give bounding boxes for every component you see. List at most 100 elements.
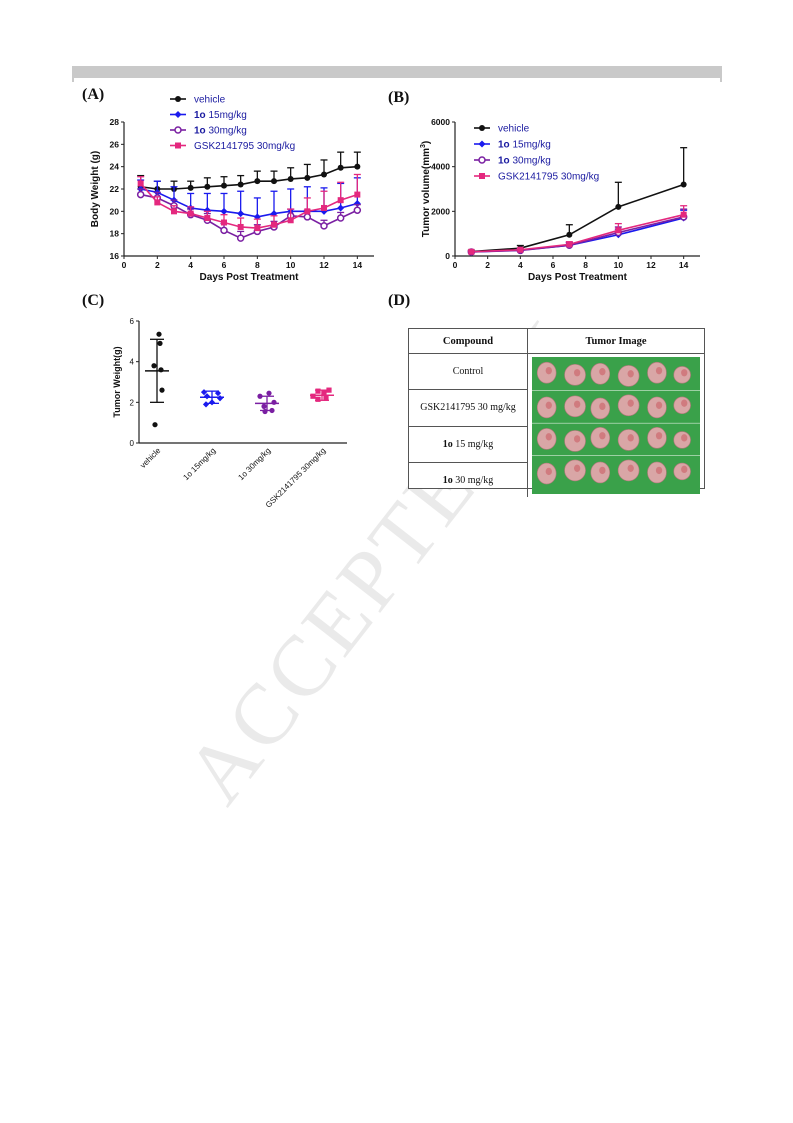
- tumor-highlight: [599, 432, 606, 440]
- chart-a-data-point: [271, 221, 277, 228]
- chart-a-data-point: [353, 206, 362, 214]
- top-bar-underline: [72, 78, 722, 82]
- chart-b-y-axis-label-text: Tumor volume(mm: [421, 148, 432, 237]
- chart-a-x-tick-label: 6: [222, 260, 227, 270]
- chart-c-y-tick-label: 2: [130, 398, 135, 407]
- chart-a-data-point: [303, 213, 312, 221]
- chart-a-data-point: [237, 181, 244, 188]
- table-row: Control: [409, 353, 704, 495]
- chart-a-series-0: [137, 151, 361, 192]
- chart-a-data-point: [220, 226, 228, 235]
- chart-a-data-point: [320, 222, 328, 230]
- panel-label-c: (C): [82, 292, 105, 309]
- chart-c-data-point: [157, 340, 163, 346]
- chart-a-data-point: [254, 225, 261, 232]
- chart-a-y-axis-label: Body Weight (g): [90, 151, 101, 227]
- chart-a-y-tick-label: 16: [110, 251, 120, 261]
- chart-a-data-point: [304, 208, 311, 215]
- chart-b-data-point: [517, 246, 524, 253]
- table-row: 1o 30 mg/kg: [409, 462, 704, 498]
- tumor-photo-svg: [532, 361, 700, 485]
- compound-text: 15 mg/kg: [452, 438, 494, 450]
- chart-b-data-point: [468, 248, 475, 255]
- chart-b-y-tick-label: 2000: [431, 206, 450, 216]
- chart-a-series-3: [137, 173, 361, 232]
- chart-a-x-axis-label: Days Post Treatment: [200, 272, 300, 283]
- tumor-highlight: [574, 369, 581, 377]
- chart-b-x-tick-label: 12: [646, 260, 656, 270]
- chart-a-y-tick-label: 18: [110, 229, 120, 239]
- compound-cell: Control: [409, 353, 528, 391]
- chart-a-legend-label-3: GSK2141795 30mg/kg: [194, 141, 295, 152]
- panel-label-a: (A): [82, 86, 105, 103]
- chart-b-x-axis-label: Days Post Treatment: [528, 272, 628, 283]
- tumor-highlight: [599, 466, 606, 475]
- tumor-highlight: [681, 399, 688, 407]
- chart-c-group-3: [310, 387, 334, 402]
- tumor-photo: [532, 357, 700, 495]
- chart-a-data-point: [337, 197, 344, 204]
- chart-b-y-tick-label: 6000: [431, 117, 450, 127]
- chart-b-y-axis-label: Tumor volume(mm3): [420, 141, 432, 238]
- chart-b-legend-marker: [478, 156, 486, 164]
- chart-a-y-tick-label: 28: [110, 117, 120, 127]
- chart-b-data-point: [566, 231, 573, 238]
- chart-c-data-point: [151, 363, 157, 369]
- chart-c-data-point: [152, 422, 158, 428]
- chart-c-category-label: GSK2141795 30mg/kg: [264, 446, 328, 510]
- chart-a-data-point: [321, 171, 327, 178]
- compound-text: GSK2141795 30 mg/kg: [420, 402, 516, 414]
- tumor-highlight: [655, 466, 663, 475]
- chart-b-data-point: [615, 203, 622, 210]
- tumor-highlight: [627, 399, 634, 407]
- chart-a-data-point: [221, 219, 227, 226]
- tumor-highlight: [627, 434, 634, 442]
- chart-a-legend-label-2-text: 30mg/kg: [206, 126, 247, 137]
- top-gray-bar: [72, 66, 722, 78]
- chart-a-legend-label-0: vehicle: [194, 95, 226, 106]
- compound-cell: 1o 15 mg/kg: [409, 426, 528, 463]
- chart-b-legend-label-1: 1o 15mg/kg: [498, 140, 551, 151]
- chart-b-legend-label-3: GSK2141795 30mg/kg: [498, 172, 599, 183]
- chart-b-data-point: [680, 211, 687, 218]
- chart-b-legend-label-2-bold: 1o: [498, 156, 510, 167]
- chart-c-data-point: [158, 367, 164, 373]
- chart-c-data-point: [202, 401, 210, 408]
- tumor-highlight: [599, 402, 606, 411]
- chart-b-y-axis-label-sup: 3: [420, 144, 427, 148]
- chart-b-legend-marker: [478, 140, 486, 148]
- compound-text: 30 mg/kg: [452, 474, 494, 486]
- chart-c-category-label: 1o 15mg/kg: [181, 446, 217, 482]
- chart-c-data-point: [208, 399, 216, 406]
- chart-a-data-point: [354, 163, 361, 170]
- chart-a-x-tick-label: 8: [255, 260, 260, 270]
- compound-text: Control: [452, 366, 484, 378]
- chart-a-y-tick-label: 22: [110, 184, 120, 194]
- tumor-highlight: [627, 464, 634, 472]
- chart-a-y-tick-label: 24: [110, 162, 120, 172]
- compound-bold: 1o: [442, 474, 453, 486]
- chart-a-legend-label-1: 1o 15mg/kg: [194, 110, 247, 121]
- chart-a-data-point: [321, 204, 327, 211]
- tumor-highlight: [574, 400, 581, 408]
- chart-a-y-tick-label: 20: [110, 206, 120, 216]
- chart-a-data-point: [220, 207, 228, 215]
- column-header-compound: Compound: [409, 329, 528, 354]
- chart-a-legend-marker: [174, 126, 182, 134]
- chart-a-legend-label-3-text: GSK2141795 30mg/kg: [194, 141, 295, 152]
- chart-a-y-tick-label: 26: [110, 139, 120, 149]
- chart-a-series-1: [137, 177, 361, 221]
- chart-c-data-point: [266, 390, 272, 396]
- chart-a-x-tick-label: 10: [286, 260, 296, 270]
- compound-cell: GSK2141795 30 mg/kg: [409, 389, 528, 427]
- panel-label-d: (D): [388, 292, 411, 309]
- chart-c-data-point: [269, 407, 275, 414]
- chart-c-group-1: [200, 389, 224, 408]
- chart-b-data-point: [680, 181, 687, 188]
- chart-b-y-tick-label: 4000: [431, 162, 450, 172]
- tumor-highlight: [681, 434, 688, 442]
- chart-a-data-point: [187, 184, 194, 191]
- chart-a-legend-marker: [175, 96, 181, 102]
